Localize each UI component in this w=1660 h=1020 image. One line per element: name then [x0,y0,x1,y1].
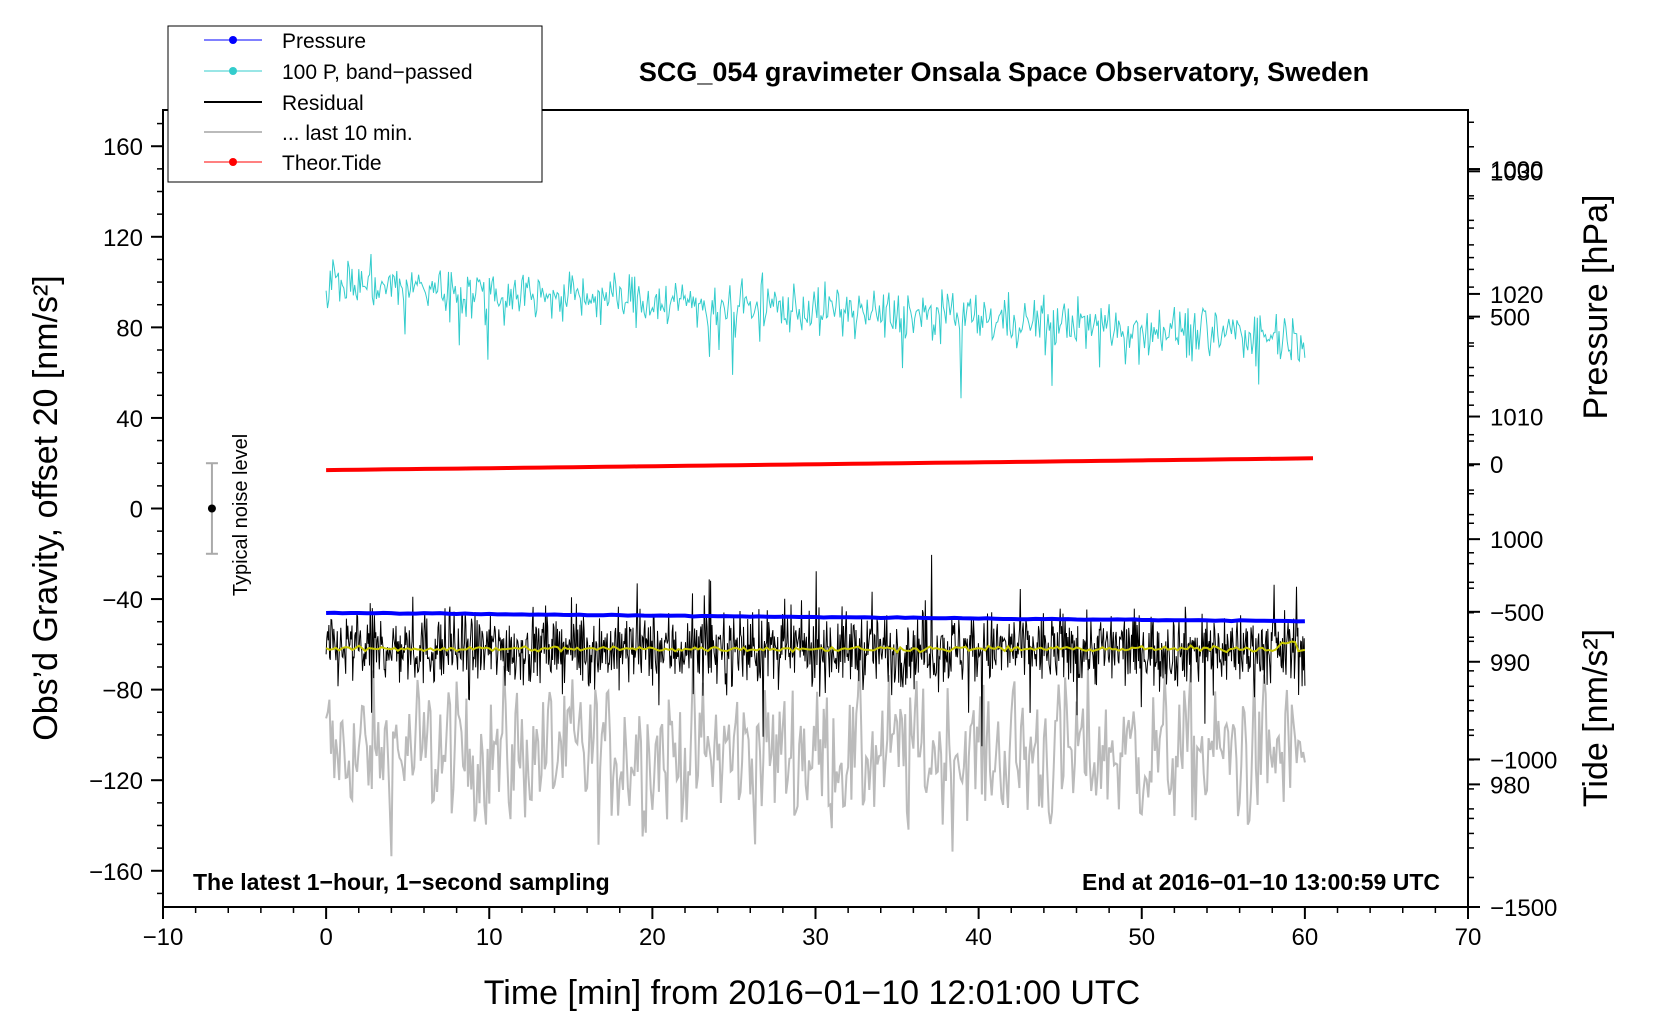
series-residual [325,554,1306,747]
legend: Pressure 100 P, band−passed Residual ...… [167,25,543,183]
y-pressure-tick-label: 1010 [1490,405,1543,432]
y-left-tick-label: 160 [103,134,143,161]
y-left-tick-label: 80 [116,315,143,342]
y-left-tick-label: −120 [89,768,143,795]
y-axis-label-pressure: Pressure [hPa] [1577,195,1615,420]
x-tick-label: 50 [1128,924,1155,951]
x-tick-label: 0 [319,924,332,951]
chart-title: SCG_054 gravimeter Onsala Space Observat… [639,57,1369,87]
y-left-tick-label: 0 [130,497,143,524]
x-tick-label: 30 [802,924,829,951]
y-pressure-tick-label: 1020 [1490,282,1543,309]
x-axis-label: Time [min] from 2016−01−10 12:01:00 UTC [484,974,1140,1012]
y-left-tick-label: −80 [102,678,143,705]
legend-box [167,25,543,183]
legend-label-pressure: Pressure [282,30,366,53]
legend-label-residual: Residual [282,92,364,115]
ticks-layer: −10 0 10 20 30 40 50 60 7016012080400−40−80−120−… [89,121,1557,951]
y-axis-label-left: Obs’d Gravity, offset 20 [nm/s²] [27,275,65,740]
x-tick-label: 60 [1292,924,1319,951]
legend-swatch-marker [229,158,237,166]
x-tick-label: −10 [143,924,184,951]
y-left-tick-label: −40 [102,587,143,614]
series-theor-tide [326,456,1314,473]
note-end-time: End at 2016−01−10 13:00:59 UTC [1082,869,1440,895]
legend-swatches [204,36,262,166]
y-tide-tick-label: 0 [1490,452,1503,479]
x-tick-label: 10 [476,924,503,951]
y-pressure-tick-label: 1030 [1490,159,1543,186]
y-left-tick-label: 40 [116,406,143,433]
noise-indicator [205,462,218,555]
x-tick-label: 20 [639,924,666,951]
x-tick-label: 70 [1455,924,1482,951]
y-tide-tick-label: 1000 [1490,157,1543,184]
noise-label: Typical noise level [230,434,252,596]
legend-swatch-marker [229,36,237,44]
legend-swatch-marker [229,67,237,75]
legend-label-bandpassed: 100 P, band−passed [282,61,473,84]
series-pressure [326,610,1305,624]
y-left-tick-label: −160 [89,859,143,886]
x-tick-label: 40 [965,924,992,951]
y-pressure-tick-label: 980 [1490,772,1530,799]
y-pressure-tick-label: 1000 [1490,527,1543,554]
note-sampling: The latest 1−hour, 1−second sampling [193,869,610,895]
y-left-tick-label: 120 [103,225,143,252]
series-bandpassed-pressure [325,253,1306,399]
legend-label-theor-tide: Theor.Tide [282,152,382,175]
y-tide-tick-label: −1000 [1490,747,1557,774]
y-tide-tick-label: −500 [1490,600,1544,627]
legend-label-last-10-min: ... last 10 min. [282,122,413,145]
y-pressure-tick-label: 990 [1490,650,1530,677]
series-residual-smoothed [325,640,1306,655]
y-axis-label-tide: Tide [nm/s²] [1577,629,1615,807]
series-layer [325,253,1314,857]
y-tide-tick-label: 500 [1490,305,1530,332]
y-tide-tick-label: −1500 [1490,895,1557,922]
series-last-10-min [325,651,1306,857]
noise-bar-center-dot [207,504,216,513]
